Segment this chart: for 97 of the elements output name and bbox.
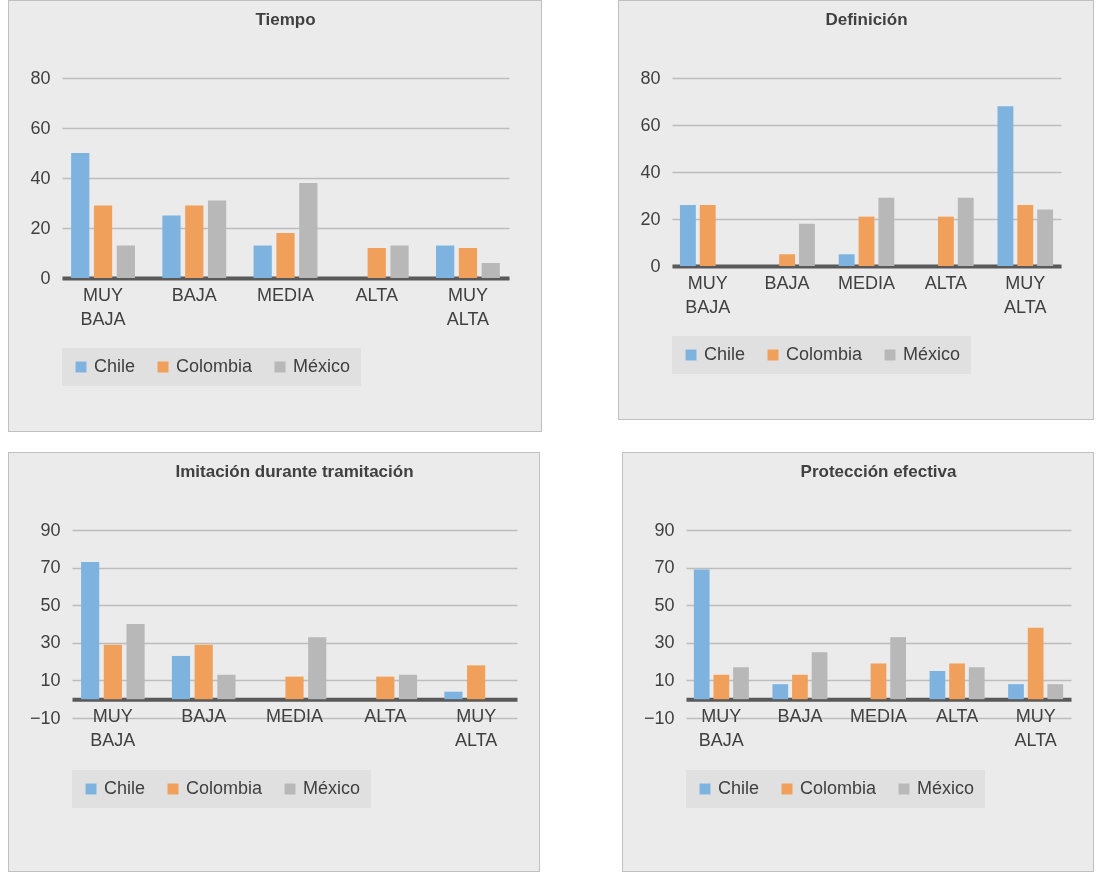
x-tick-label: MEDIA xyxy=(849,705,908,726)
bar xyxy=(116,245,135,278)
x-tick-label: MUY ALTA xyxy=(1004,272,1047,317)
y-tick-label: 0 xyxy=(650,255,661,276)
x-tick-label: MUY BAJA xyxy=(698,705,744,750)
x-tick-label: MEDIA xyxy=(265,705,324,726)
bar xyxy=(1027,627,1044,700)
bar xyxy=(772,684,789,700)
y-tick-label: 70 xyxy=(40,557,61,578)
bar xyxy=(1008,684,1024,700)
y-tick-label: 30 xyxy=(654,632,675,653)
bar xyxy=(376,676,395,700)
x-tick-label: BAJA xyxy=(171,284,217,305)
bar xyxy=(838,254,855,266)
bar xyxy=(929,671,946,700)
y-tick-label: −10 xyxy=(643,707,675,728)
x-tick-label: ALTA xyxy=(355,284,398,305)
x-tick-label: ALTA xyxy=(364,705,407,726)
y-tick-label: 80 xyxy=(640,67,661,88)
legend-label: Chile xyxy=(104,778,146,798)
y-tick-label: 60 xyxy=(640,114,661,135)
legend-label: Colombia xyxy=(186,778,264,798)
chart-title: Definición xyxy=(825,10,908,29)
y-tick-label: 20 xyxy=(30,217,51,238)
x-tick-label: MUY BAJA xyxy=(90,705,136,750)
bar xyxy=(699,204,716,266)
bar xyxy=(390,245,409,278)
legend-label: Colombia xyxy=(176,356,254,376)
y-tick-label: −10 xyxy=(29,707,61,728)
bar xyxy=(1047,684,1064,700)
y-tick-label: 40 xyxy=(640,161,661,182)
chart-title: Tiempo xyxy=(255,10,316,29)
bar xyxy=(253,245,272,278)
bar xyxy=(185,205,204,278)
legend-label: México xyxy=(903,344,961,364)
bar xyxy=(194,644,213,700)
x-tick-label: MUY ALTA xyxy=(1014,705,1057,750)
bar xyxy=(481,263,500,278)
bar xyxy=(276,233,295,278)
y-tick-label: 10 xyxy=(654,669,675,690)
x-tick-label: BAJA xyxy=(777,705,823,726)
bar xyxy=(1017,204,1034,266)
legend-label: Chile xyxy=(704,344,746,364)
chart-title: Imitación durante tramitación xyxy=(175,462,414,481)
bar xyxy=(103,644,122,700)
x-tick-label: MUY BAJA xyxy=(685,272,731,317)
bar xyxy=(162,215,181,278)
x-tick-label: BAJA xyxy=(764,272,810,293)
bar xyxy=(792,674,808,700)
legend-label: México xyxy=(917,778,975,798)
bar xyxy=(870,663,887,700)
bar xyxy=(93,205,113,278)
y-tick-label: 70 xyxy=(654,557,675,578)
bar xyxy=(467,665,486,700)
legend-label: México xyxy=(293,356,351,376)
x-tick-label: ALTA xyxy=(924,272,968,293)
bar xyxy=(436,245,455,278)
y-tick-label: 40 xyxy=(30,167,51,188)
y-tick-label: 60 xyxy=(30,117,51,138)
y-tick-label: 50 xyxy=(40,594,61,615)
y-tick-label: 30 xyxy=(40,632,61,653)
y-tick-label: 50 xyxy=(654,594,675,615)
x-tick-label: MUY BAJA xyxy=(80,284,126,329)
chart-title: Protección efectiva xyxy=(800,462,957,481)
x-tick-label: MUY ALTA xyxy=(454,705,498,750)
legend-label: Chile xyxy=(718,778,760,798)
legend-label: Colombia xyxy=(800,778,878,798)
legend-label: México xyxy=(303,778,361,798)
bar xyxy=(285,676,304,700)
x-tick-label: MUY ALTA xyxy=(446,284,490,329)
y-tick-label: 10 xyxy=(40,669,61,690)
x-tick-label: MEDIA xyxy=(256,284,315,305)
x-tick-label: ALTA xyxy=(935,705,979,726)
bar xyxy=(458,248,478,278)
bar xyxy=(937,216,954,266)
bar xyxy=(693,569,710,700)
bar xyxy=(713,674,730,700)
x-tick-label: MEDIA xyxy=(837,272,896,293)
bar xyxy=(71,153,90,278)
bar xyxy=(997,106,1014,266)
y-tick-label: 0 xyxy=(40,267,51,288)
bar xyxy=(779,254,796,266)
bar xyxy=(367,248,386,278)
y-tick-label: 80 xyxy=(30,67,51,88)
legend-label: Colombia xyxy=(786,344,864,364)
bar xyxy=(81,561,100,700)
bar xyxy=(679,204,696,266)
y-tick-label: 20 xyxy=(640,208,661,229)
bar xyxy=(171,655,191,700)
bar xyxy=(949,663,965,700)
x-tick-label: BAJA xyxy=(181,705,227,726)
bar xyxy=(444,691,463,700)
y-tick-label: 90 xyxy=(40,519,61,540)
bar xyxy=(799,223,815,266)
y-tick-label: 90 xyxy=(654,519,675,540)
legend-label: Chile xyxy=(94,356,136,376)
bar xyxy=(858,216,875,266)
